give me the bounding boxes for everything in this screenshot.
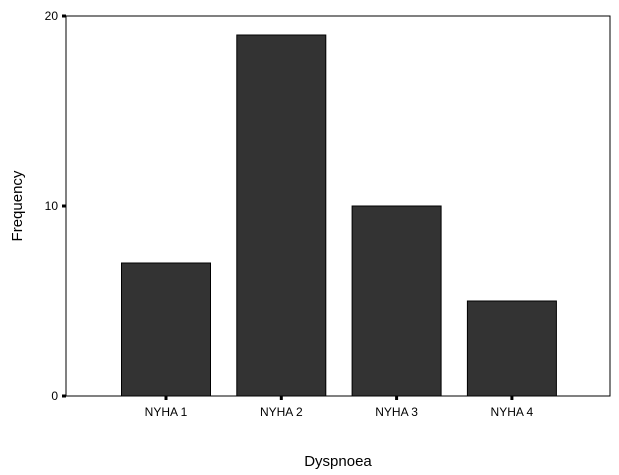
bars-group — [121, 34, 557, 397]
y-axis: 0 10 20 — [45, 9, 66, 403]
bar-3 — [351, 205, 442, 397]
x-axis: NYHA 1 NYHA 2 NYHA 3 NYHA 4 — [145, 396, 534, 419]
y-tick-label: 0 — [51, 389, 58, 403]
bar-2 — [236, 34, 327, 397]
x-axis-title: Dyspnoea — [304, 453, 372, 470]
x-tick-label: NYHA 3 — [375, 405, 418, 419]
x-tick-label: NYHA 2 — [260, 405, 303, 419]
y-axis-title: Frequency — [9, 170, 26, 241]
bar-4 — [466, 300, 557, 397]
x-tick-label: NYHA 4 — [491, 405, 534, 419]
bar-1 — [121, 262, 211, 397]
x-tick-label: NYHA 1 — [145, 405, 188, 419]
y-tick-label: 10 — [45, 199, 59, 213]
y-tick-label: 20 — [45, 9, 59, 23]
